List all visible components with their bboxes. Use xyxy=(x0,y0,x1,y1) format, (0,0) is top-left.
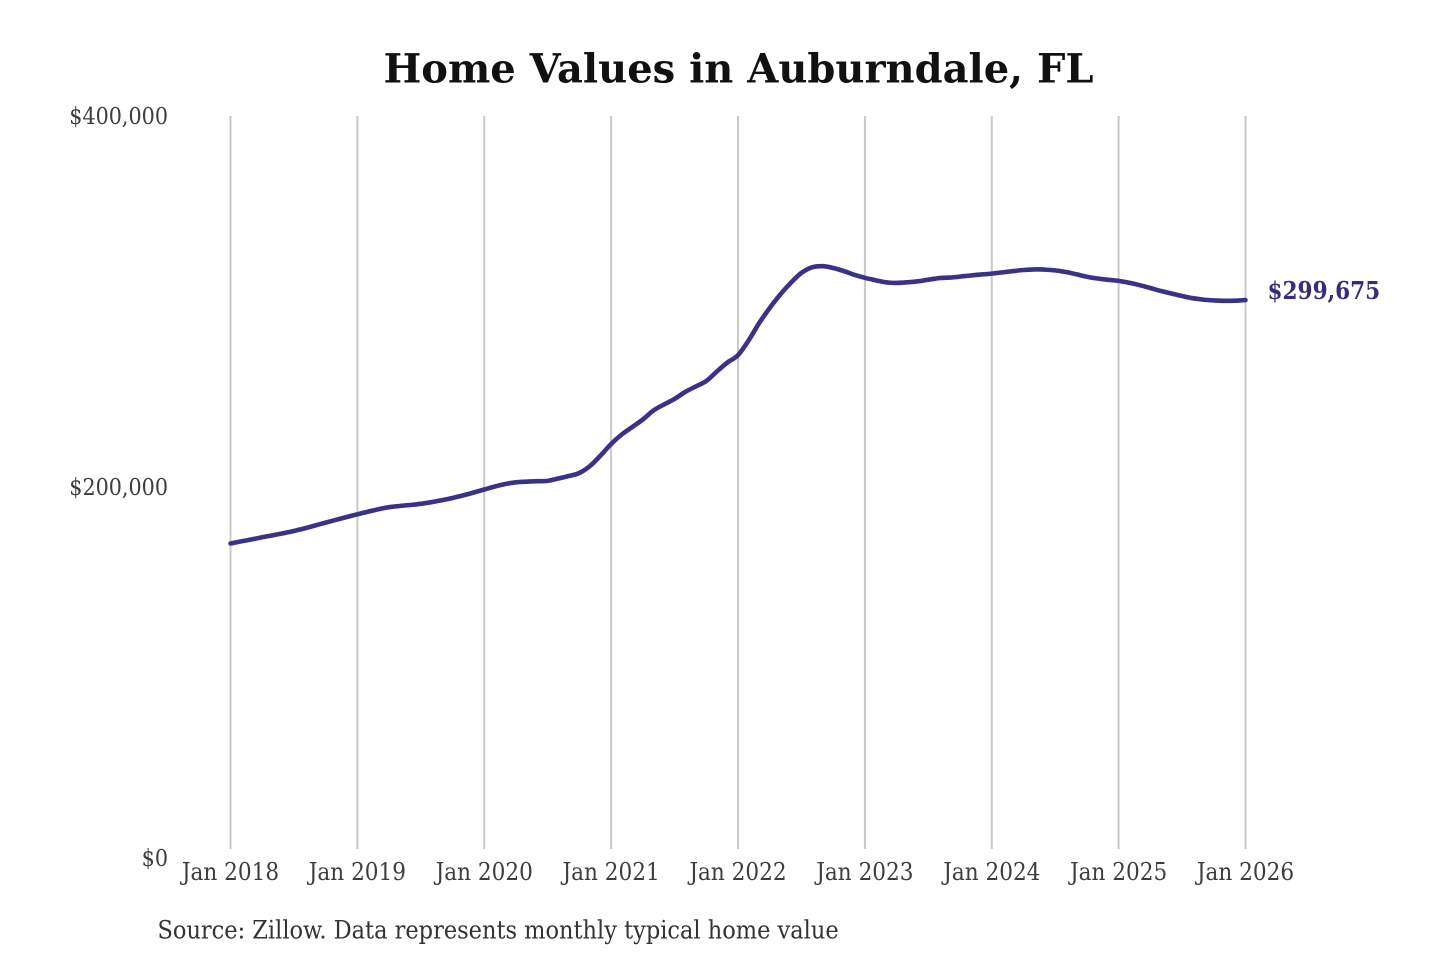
svg-text:Source: Zillow. Data represent: Source: Zillow. Data represents monthly … xyxy=(158,916,839,945)
svg-text:Jan 2026: Jan 2026 xyxy=(1195,858,1294,886)
svg-text:Jan 2023: Jan 2023 xyxy=(814,858,913,886)
svg-text:$400,000: $400,000 xyxy=(69,104,168,130)
svg-text:$299,675: $299,675 xyxy=(1268,276,1381,305)
svg-text:Jan 2025: Jan 2025 xyxy=(1068,858,1167,886)
svg-text:Jan 2019: Jan 2019 xyxy=(307,858,406,886)
svg-text:Jan 2024: Jan 2024 xyxy=(941,858,1040,886)
svg-text:Home Values in Auburndale, FL: Home Values in Auburndale, FL xyxy=(383,46,1093,93)
svg-text:Jan 2018: Jan 2018 xyxy=(180,858,279,886)
svg-text:Jan 2020: Jan 2020 xyxy=(434,858,533,886)
svg-text:$200,000: $200,000 xyxy=(69,475,168,501)
svg-text:$0: $0 xyxy=(142,846,168,872)
svg-text:Jan 2022: Jan 2022 xyxy=(687,858,786,886)
svg-text:Jan 2021: Jan 2021 xyxy=(560,858,659,886)
